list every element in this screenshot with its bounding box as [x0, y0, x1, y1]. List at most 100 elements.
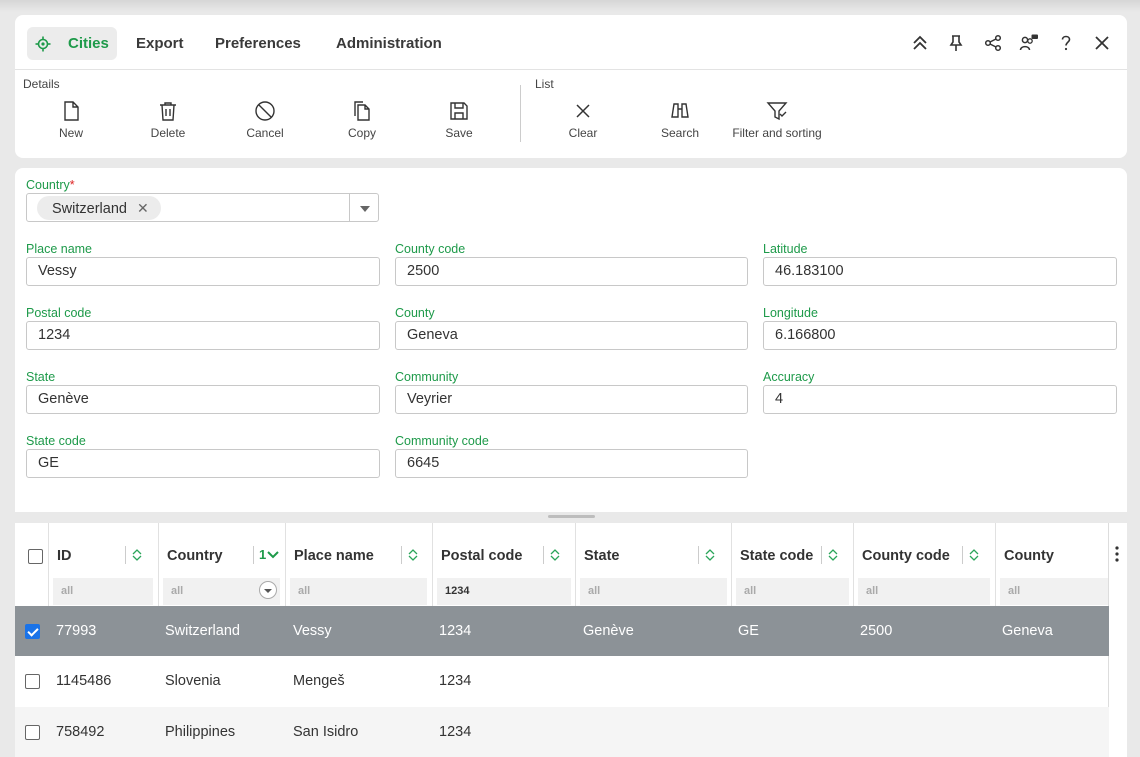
longitude-field[interactable]: 6.166800 [763, 321, 1117, 350]
accuracy-field[interactable]: 4 [763, 385, 1117, 414]
state-code-label: State code [26, 434, 86, 448]
column-place-name-title: Place name [294, 548, 374, 564]
country-chip-label: Switzerland [52, 201, 127, 217]
community-code-field[interactable]: 6645 [395, 449, 748, 478]
row-checkbox[interactable] [25, 624, 40, 639]
search-button[interactable]: Search [640, 100, 720, 140]
place-name-label: Place name [26, 242, 93, 256]
sort-descending-icon[interactable] [267, 548, 279, 562]
sort-separator [543, 546, 544, 564]
county-code-field[interactable]: 2500 [395, 257, 748, 286]
county-field[interactable]: Geneva [395, 321, 748, 350]
filter-place-name[interactable]: all [290, 578, 427, 605]
cell-state-code: GE [738, 623, 759, 639]
sort-separator [401, 546, 402, 564]
filter-sorting-button[interactable]: Filter and sorting [727, 100, 827, 140]
table-row[interactable]: 1145486 Slovenia Mengeš 1234 [15, 656, 1109, 706]
place-name-field[interactable]: Vessy [26, 257, 380, 286]
row-checkbox[interactable] [25, 674, 40, 689]
delete-button[interactable]: Delete [128, 100, 208, 140]
top-shadow [0, 0, 1140, 12]
new-button-label: New [58, 126, 83, 140]
details-section-label: Details [23, 77, 60, 91]
column-county-code[interactable]: County code all [854, 523, 996, 606]
close-icon[interactable] [1092, 33, 1112, 53]
country-chip: Switzerland ✕ [37, 196, 161, 220]
target-icon [35, 36, 51, 52]
clear-button[interactable]: Clear [543, 100, 623, 140]
select-all-checkbox[interactable] [28, 549, 43, 564]
state-field[interactable]: Genève [26, 385, 380, 414]
tab-preferences[interactable]: Preferences [215, 35, 301, 52]
more-vert-icon[interactable] [1115, 546, 1119, 562]
new-button[interactable]: New [31, 100, 111, 140]
filter-id[interactable]: all [53, 578, 153, 605]
filter-sorting-button-label: Filter and sorting [732, 126, 822, 140]
save-icon [450, 102, 468, 120]
cancel-icon [255, 101, 275, 121]
sort-icon[interactable] [827, 548, 839, 562]
detail-form: Country* Switzerland ✕ Place name Vessy C… [15, 168, 1127, 512]
chevron-down-icon[interactable] [360, 206, 370, 212]
cancel-button-label: Cancel [246, 126, 284, 140]
sort-separator [253, 546, 254, 564]
trash-icon [160, 102, 176, 121]
dropdown-separator [349, 194, 350, 221]
sort-icon[interactable] [704, 548, 716, 562]
filter-postal-code[interactable]: 1234 [437, 578, 571, 605]
sort-icon[interactable] [131, 548, 143, 562]
clear-button-label: Clear [568, 126, 598, 140]
postal-code-label: Postal code [26, 306, 92, 320]
sort-icon[interactable] [549, 548, 561, 562]
cell-country: Switzerland [165, 623, 240, 639]
state-code-field[interactable]: GE [26, 449, 380, 478]
column-place-name[interactable]: Place name all [286, 523, 433, 606]
resize-handle[interactable] [548, 515, 595, 518]
community-field[interactable]: Veyrier [395, 385, 748, 414]
users-chat-icon[interactable] [1019, 33, 1039, 53]
save-button[interactable]: Save [419, 100, 499, 140]
community-code-label: Community code [395, 434, 489, 448]
pin-icon[interactable] [946, 33, 966, 53]
tab-export[interactable]: Export [136, 35, 184, 52]
latitude-field[interactable]: 46.183100 [763, 257, 1117, 286]
tab-cities[interactable]: Cities [27, 27, 117, 60]
cell-county-code: 2500 [860, 623, 893, 639]
column-postal-code-title: Postal code [441, 548, 523, 564]
cities-grid: ID all Country 1 all Place name all Post… [15, 523, 1127, 757]
row-checkbox[interactable] [25, 725, 40, 740]
search-button-label: Search [660, 126, 700, 140]
grid-header: ID all Country 1 all Place name all Post… [15, 523, 1109, 606]
filter-dropdown-button[interactable] [259, 581, 277, 599]
header-select-cell [15, 523, 49, 606]
filter-state[interactable]: all [580, 578, 727, 605]
filter-state-code[interactable]: all [736, 578, 849, 605]
table-row[interactable]: 77993 Switzerland Vessy 1234 Genève GE 2… [15, 606, 1109, 656]
share-icon[interactable] [983, 33, 1003, 53]
column-state-code[interactable]: State code all [732, 523, 854, 606]
country-label-text: Country [26, 178, 70, 192]
filter-county-code[interactable]: all [858, 578, 990, 605]
column-id[interactable]: ID all [49, 523, 159, 606]
column-postal-code[interactable]: Postal code 1234 [433, 523, 576, 606]
column-county-code-title: County code [862, 548, 950, 564]
column-state-title: State [584, 548, 620, 564]
copy-button[interactable]: Copy [322, 100, 402, 140]
column-state[interactable]: State all [576, 523, 732, 606]
postal-code-field[interactable]: 1234 [26, 321, 380, 350]
cancel-button[interactable]: Cancel [225, 100, 305, 140]
accuracy-label: Accuracy [763, 370, 815, 384]
column-county[interactable]: County all [996, 523, 1109, 606]
tab-administration[interactable]: Administration [336, 35, 442, 52]
filter-county[interactable]: all [1000, 578, 1109, 605]
cell-id: 77993 [56, 623, 97, 639]
chevron-down-icon [264, 589, 272, 593]
column-country[interactable]: Country 1 all [159, 523, 286, 606]
help-icon[interactable] [1056, 33, 1076, 53]
collapse-up-icon[interactable] [910, 33, 930, 53]
chip-remove-icon[interactable]: ✕ [136, 200, 149, 216]
country-select[interactable]: Switzerland ✕ [26, 193, 379, 222]
sort-icon[interactable] [407, 548, 419, 562]
sort-icon[interactable] [968, 548, 980, 562]
table-row[interactable]: 758492 Philippines San Isidro 1234 [15, 707, 1109, 757]
